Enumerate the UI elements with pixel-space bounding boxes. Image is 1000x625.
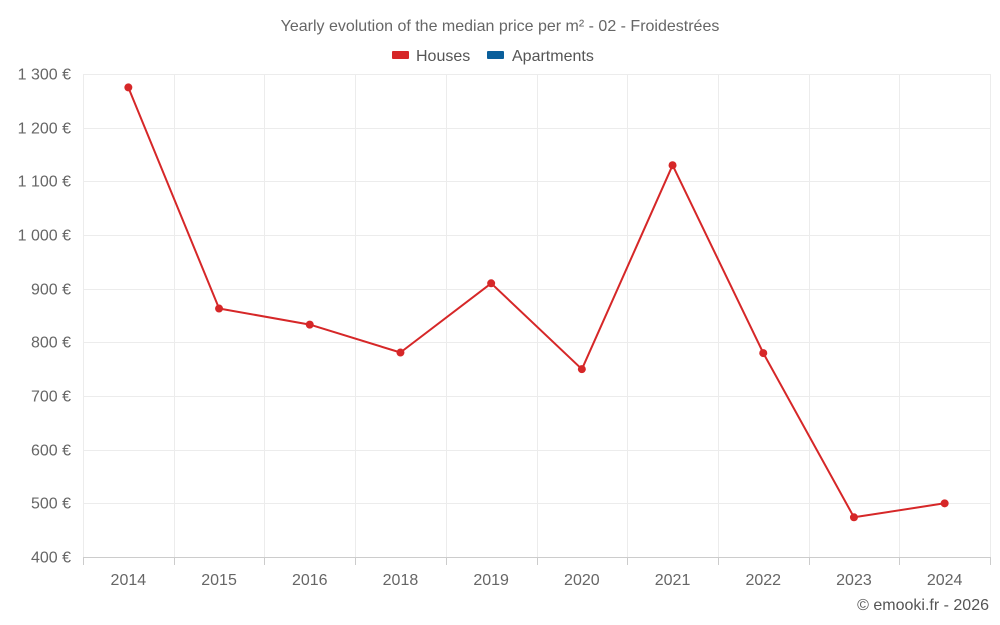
legend-label-apartments: Apartments xyxy=(512,48,594,65)
y-tick-label: 1 200 € xyxy=(18,121,71,138)
y-tick-label: 900 € xyxy=(31,282,71,299)
legend: Houses Apartments xyxy=(392,48,594,65)
data-point-houses xyxy=(577,365,586,374)
data-point-houses xyxy=(759,349,768,358)
y-tick-label: 1 100 € xyxy=(18,174,71,191)
y-tick-label: 700 € xyxy=(31,389,71,406)
x-tick-label: 2020 xyxy=(564,572,600,589)
x-tick-label: 2018 xyxy=(383,572,419,589)
legend-item-apartments[interactable]: Apartments xyxy=(487,48,594,65)
chart-title: Yearly evolution of the median price per… xyxy=(281,18,720,35)
x-tick-label: 2014 xyxy=(111,572,147,589)
data-point-houses xyxy=(215,304,224,313)
data-point-houses xyxy=(487,279,496,288)
legend-swatch-apartments xyxy=(487,51,504,59)
x-tick-label: 2023 xyxy=(836,572,872,589)
legend-item-houses[interactable]: Houses xyxy=(392,48,470,65)
x-tick-label: 2015 xyxy=(201,572,237,589)
x-tick-label: 2022 xyxy=(745,572,781,589)
data-point-houses xyxy=(940,499,949,508)
y-tick-label: 600 € xyxy=(31,443,71,460)
legend-swatch-houses xyxy=(392,51,409,59)
credit-text[interactable]: © emooki.fr - 2026 xyxy=(857,597,989,614)
data-point-houses xyxy=(124,83,133,92)
data-point-houses xyxy=(305,320,314,329)
y-tick-label: 500 € xyxy=(31,496,71,513)
series-line-houses xyxy=(127,86,946,519)
x-tick-label: 2021 xyxy=(655,572,691,589)
y-tick-label: 400 € xyxy=(31,550,71,567)
y-tick-label: 1 300 € xyxy=(18,67,71,84)
data-point-houses xyxy=(396,348,405,357)
series-layer xyxy=(124,83,949,522)
grid-layer xyxy=(83,74,991,557)
y-tick-label: 800 € xyxy=(31,335,71,352)
x-tick-label: 2024 xyxy=(927,572,963,589)
x-tick-label: 2019 xyxy=(473,572,509,589)
legend-label-houses: Houses xyxy=(416,48,470,65)
data-point-houses xyxy=(849,513,858,522)
data-point-houses xyxy=(668,161,677,170)
y-tick-label: 1 000 € xyxy=(18,228,71,245)
x-tick-label: 2016 xyxy=(292,572,328,589)
axes-layer: 400 € 500 € 600 € 700 € 800 € 900 € 1 000 € 1 1… xyxy=(18,67,991,589)
